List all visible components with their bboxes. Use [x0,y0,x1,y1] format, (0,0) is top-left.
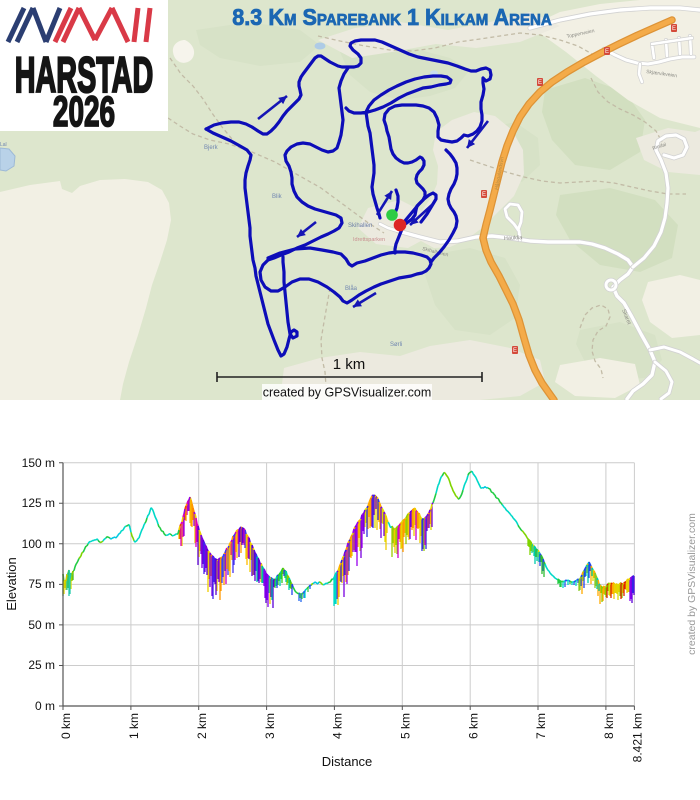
svg-text:Lal: Lal [0,142,7,148]
svg-text:Sørli: Sørli [390,342,402,348]
svg-text:25 m: 25 m [28,658,55,672]
svg-text:Blik: Blik [272,194,283,200]
svg-text:E: E [482,192,486,198]
svg-text:E: E [513,348,517,354]
svg-text:E: E [538,80,542,86]
svg-text:1 km: 1 km [127,713,141,739]
svg-text:0 m: 0 m [35,699,55,713]
svg-text:E: E [605,49,609,55]
svg-text:Blåa: Blåa [345,285,358,292]
svg-text:Idrettsparken: Idrettsparken [353,237,385,243]
svg-text:150 m: 150 m [22,456,55,470]
svg-text:5 km: 5 km [398,713,412,739]
svg-text:Toppenveien: Toppenveien [566,28,595,40]
svg-text:2 km: 2 km [195,713,209,739]
svg-text:125 m: 125 m [22,496,55,510]
svg-text:100 m: 100 m [22,537,55,551]
svg-text:created by GPSVisualizer.com: created by GPSVisualizer.com [263,386,432,400]
svg-text:Skjærvikveien: Skjærvikveien [646,69,678,79]
svg-text:Bjerk: Bjerk [204,145,219,151]
svg-text:created by GPSVisualizer.com: created by GPSVisualizer.com [686,513,698,655]
svg-text:8.421 km: 8.421 km [631,713,645,762]
svg-text:0 km: 0 km [59,713,73,739]
svg-text:1 km: 1 km [333,356,366,373]
svg-text:75 m: 75 m [28,577,55,591]
svg-text:Distance: Distance [322,754,373,769]
svg-text:3 km: 3 km [263,713,277,739]
svg-text:Skaret: Skaret [620,309,632,326]
svg-text:6 km: 6 km [466,713,480,739]
svg-text:E: E [672,26,676,32]
svg-text:Skihallen: Skihallen [348,223,372,229]
svg-text:Rindal: Rindal [652,142,667,152]
svg-text:8 km: 8 km [602,713,616,739]
svg-text:7 km: 7 km [534,713,548,739]
svg-text:4 km: 4 km [331,713,345,739]
svg-text:50 m: 50 m [28,618,55,632]
svg-text:Elevation: Elevation [4,557,19,610]
svg-text:Hauklia: Hauklia [504,235,524,242]
